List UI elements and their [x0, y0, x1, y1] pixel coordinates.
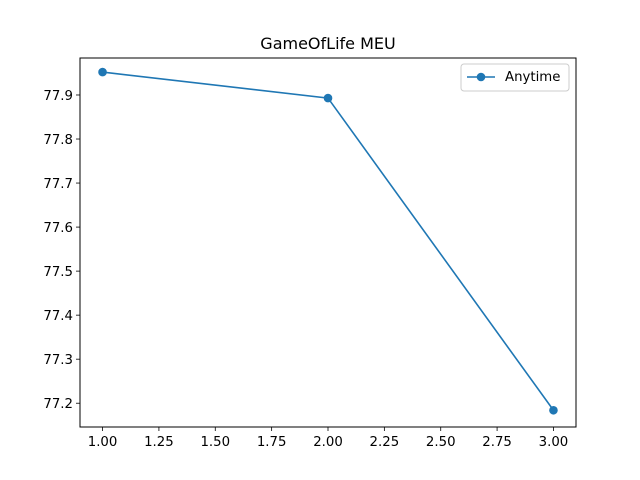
y-tick-label: 77.7 [43, 177, 73, 192]
x-tick-label: 3.00 [539, 435, 569, 450]
y-axis: 77.2 77.3 77.4 77.5 77.6 77.7 77.8 77.9 [43, 89, 80, 412]
x-tick-label: 2.25 [370, 435, 400, 450]
legend-box [460, 63, 570, 92]
data-point [98, 67, 107, 77]
y-tick-label: 77.5 [43, 265, 73, 280]
y-tick-label: 77.8 [43, 133, 73, 148]
y-tick-label: 77.4 [43, 309, 73, 324]
x-tick-label: 1.50 [200, 435, 230, 450]
data-point [323, 93, 333, 103]
x-tick-label: 1.00 [88, 435, 118, 450]
x-tick-label: 1.25 [144, 435, 174, 450]
x-tick-label: 2.50 [426, 435, 456, 450]
x-tick-label: 1.75 [257, 435, 287, 450]
y-tick-label: 77.9 [43, 89, 73, 104]
x-tick-label: 2.00 [313, 435, 343, 450]
chart-title: GameOfLife MEU [260, 34, 395, 53]
x-axis: 1.00 1.25 1.50 1.75 2.00 2.25 2.50 2.75 3.00 [88, 427, 569, 450]
x-tick-label: 2.75 [482, 435, 512, 450]
plot-area [98, 67, 558, 415]
legend-marker-swatch [476, 72, 486, 82]
y-tick-label: 77.6 [43, 221, 73, 236]
legend: Anytime [460, 63, 570, 92]
legend-label: Anytime [505, 70, 560, 85]
y-tick-label: 77.3 [43, 353, 73, 368]
y-tick-label: 77.2 [43, 397, 73, 412]
data-point [549, 405, 558, 415]
